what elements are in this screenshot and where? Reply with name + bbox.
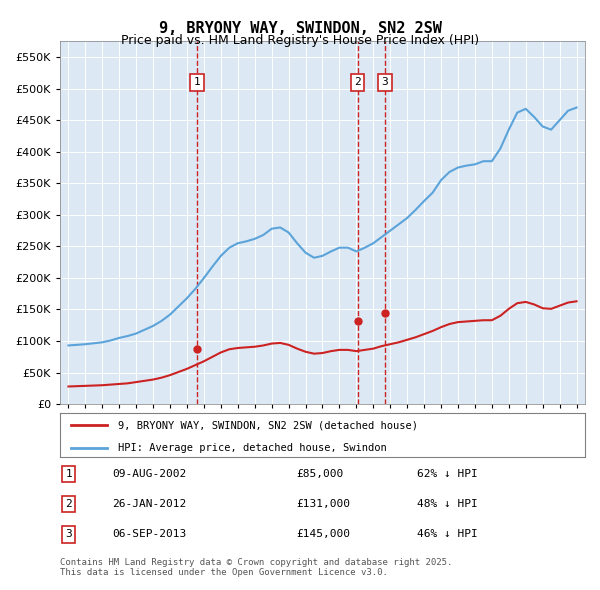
Text: 26-JAN-2012: 26-JAN-2012 xyxy=(113,499,187,509)
Text: HPI: Average price, detached house, Swindon: HPI: Average price, detached house, Swin… xyxy=(118,442,386,453)
Text: £145,000: £145,000 xyxy=(296,529,350,539)
Text: 2: 2 xyxy=(65,499,72,509)
Text: 9, BRYONY WAY, SWINDON, SN2 2SW: 9, BRYONY WAY, SWINDON, SN2 2SW xyxy=(158,21,442,35)
Text: 06-SEP-2013: 06-SEP-2013 xyxy=(113,529,187,539)
Text: 62% ↓ HPI: 62% ↓ HPI xyxy=(417,469,478,479)
Text: Contains HM Land Registry data © Crown copyright and database right 2025.
This d: Contains HM Land Registry data © Crown c… xyxy=(60,558,452,577)
Text: 3: 3 xyxy=(65,529,72,539)
Text: Price paid vs. HM Land Registry's House Price Index (HPI): Price paid vs. HM Land Registry's House … xyxy=(121,34,479,47)
Text: 1: 1 xyxy=(194,77,200,87)
Text: 1: 1 xyxy=(65,469,72,479)
Text: 2: 2 xyxy=(354,77,361,87)
Text: 9, BRYONY WAY, SWINDON, SN2 2SW (detached house): 9, BRYONY WAY, SWINDON, SN2 2SW (detache… xyxy=(118,421,418,430)
Text: £85,000: £85,000 xyxy=(296,469,343,479)
Text: 46% ↓ HPI: 46% ↓ HPI xyxy=(417,529,478,539)
Text: 48% ↓ HPI: 48% ↓ HPI xyxy=(417,499,478,509)
Text: £131,000: £131,000 xyxy=(296,499,350,509)
Text: 09-AUG-2002: 09-AUG-2002 xyxy=(113,469,187,479)
Text: 3: 3 xyxy=(382,77,388,87)
